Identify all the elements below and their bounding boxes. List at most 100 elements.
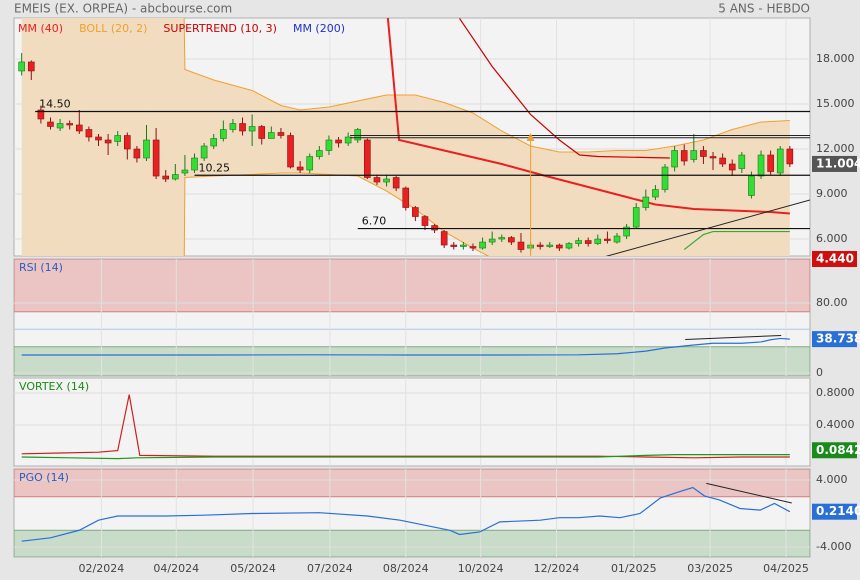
candle-body — [354, 129, 362, 141]
candle-body — [124, 135, 131, 150]
candle-body — [373, 177, 381, 183]
candle-body — [364, 139, 371, 178]
candle-body — [412, 207, 419, 217]
candle-body — [623, 226, 630, 237]
candle-body — [104, 139, 112, 144]
x-tick-label: 12/2024 — [534, 562, 580, 575]
candle-body — [143, 139, 150, 159]
legend-entry: MM (200) — [293, 22, 345, 35]
candle-body — [565, 243, 573, 249]
candle-body — [133, 148, 141, 159]
y-tick-label: 0.4000 — [816, 418, 855, 431]
last-value-box — [812, 251, 857, 267]
panel-title: RSI (14) — [19, 261, 63, 274]
candle-body — [229, 123, 237, 130]
last-value-label: 4.440 — [816, 252, 854, 266]
candle-body — [709, 156, 717, 159]
candle-body — [258, 126, 266, 139]
last-value-box — [812, 155, 857, 172]
candle-body — [479, 241, 486, 249]
candle-body — [450, 244, 458, 247]
y-tick-label: 6.000 — [816, 232, 848, 245]
period: 5 ANS - HEBDO — [718, 2, 810, 16]
y-tick-label: 4.000 — [816, 473, 848, 486]
candle-body — [700, 150, 707, 157]
candle-body — [200, 145, 208, 159]
candle-body — [191, 157, 198, 171]
candle-body — [114, 135, 122, 142]
y-tick-label: 0 — [816, 366, 823, 379]
candle-body — [690, 150, 698, 160]
candle-body — [220, 129, 227, 139]
candle-body — [719, 157, 726, 165]
candle-body — [642, 196, 650, 208]
candle-body — [632, 207, 640, 228]
candle-body — [508, 237, 515, 243]
candle-body — [613, 235, 621, 243]
candle-body — [325, 139, 333, 151]
series-line — [21, 337, 790, 356]
y-tick-label: -4.000 — [816, 540, 851, 553]
plot — [14, 259, 810, 376]
page-title: EMEIS (EX. ORPEA) - abcbourse.com — [14, 2, 232, 16]
candle-body — [56, 123, 64, 129]
last-value-label: 11.004 — [816, 156, 860, 170]
x-tick-label: 04/2024 — [153, 562, 199, 575]
legend-entry: MM (40) — [18, 22, 63, 35]
y-tick-label: 80.00 — [816, 296, 848, 309]
x-tick-label: 10/2024 — [458, 562, 504, 575]
last-value-label: 0.2140 — [816, 504, 860, 518]
legend-entry: SUPERTREND (10, 3) — [163, 22, 277, 35]
candle-body — [85, 129, 93, 138]
series-line — [21, 394, 790, 459]
candle-body — [316, 150, 323, 157]
candle-body — [210, 138, 218, 147]
candle-body — [748, 175, 755, 196]
series-line — [21, 454, 790, 460]
candle-body — [728, 163, 736, 171]
candle-body — [767, 154, 774, 172]
overlay-line — [683, 230, 790, 251]
candle-body — [162, 175, 170, 180]
candle-body — [776, 148, 784, 174]
candle-body — [296, 166, 304, 171]
candle-body — [440, 231, 448, 246]
y-tick-label: 15.000 — [816, 97, 855, 110]
zone-high — [14, 469, 810, 498]
candle-body — [738, 154, 746, 169]
plot — [14, 378, 810, 466]
candle-body — [383, 178, 390, 183]
candle-body — [556, 244, 563, 249]
candle-body — [671, 150, 678, 168]
series-line — [21, 486, 791, 542]
candle-body — [594, 238, 602, 244]
x-tick-label: 04/2025 — [763, 562, 809, 575]
trend-line — [706, 482, 792, 504]
candle-body — [536, 244, 544, 247]
candle-body — [661, 166, 669, 190]
candle-body — [268, 132, 275, 139]
candle-body — [498, 237, 506, 240]
candle-body — [75, 124, 83, 132]
panel-title: VORTEX (14) — [19, 380, 89, 393]
last-value-label: 0.0842 — [816, 443, 860, 457]
candle-body — [431, 225, 438, 231]
level-label: 6.70 — [362, 215, 387, 228]
candle-body — [460, 244, 467, 247]
plot — [14, 469, 810, 557]
candle-body — [152, 139, 160, 177]
candle-body — [47, 121, 54, 127]
overlay-line — [459, 18, 670, 159]
candle-body — [344, 136, 352, 144]
candle-body — [488, 238, 496, 243]
last-value-label: 38.738 — [816, 332, 860, 346]
candle-body — [277, 132, 285, 136]
trend-line — [685, 334, 782, 341]
candle-body — [604, 238, 611, 241]
y-tick-label: 9.000 — [816, 187, 848, 200]
candle-body — [248, 126, 256, 132]
x-tick-label: 02/2024 — [79, 562, 125, 575]
candle-body — [392, 177, 400, 189]
candle-body — [786, 148, 794, 165]
x-tick-label: 03/2025 — [687, 562, 733, 575]
